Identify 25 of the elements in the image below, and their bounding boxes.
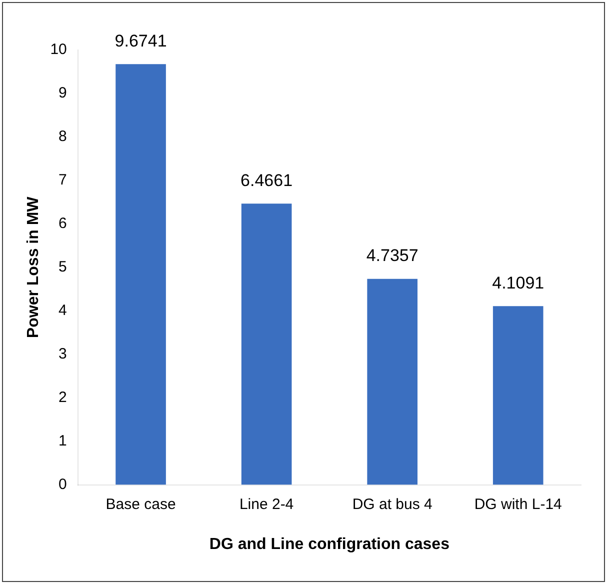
bar [367, 278, 418, 485]
bar [492, 306, 544, 485]
x-tick-label: DG at bus 4 [352, 496, 432, 513]
y-tick-label: 2 [58, 388, 67, 406]
y-tick-label: 6 [58, 215, 67, 232]
y-tick-label: 4 [58, 302, 67, 320]
data-label: 4.7357 [366, 246, 418, 266]
y-tick-label: 8 [58, 128, 67, 146]
x-axis-title: DG and Line configration cases [209, 536, 450, 553]
y-tick-label: 0 [58, 476, 67, 493]
y-axis-title: Power Loss in MW [25, 196, 42, 338]
bar [241, 204, 292, 485]
x-tick-label: Base case [106, 496, 176, 513]
x-tick-label: DG with L-14 [474, 496, 562, 513]
data-label: 4.1091 [492, 273, 544, 292]
y-tick-label: 10 [50, 41, 67, 58]
y-tick-label: 1 [58, 432, 67, 450]
y-tick-label: 9 [58, 84, 67, 102]
y-tick-label: 5 [58, 258, 67, 276]
bar [116, 64, 166, 485]
data-label: 9.6741 [114, 31, 167, 50]
y-tick-label: 7 [58, 172, 67, 189]
y-tick-label: 3 [58, 346, 67, 362]
data-label: 6.4661 [240, 170, 293, 190]
x-tick-label: Line 2-4 [239, 496, 294, 513]
